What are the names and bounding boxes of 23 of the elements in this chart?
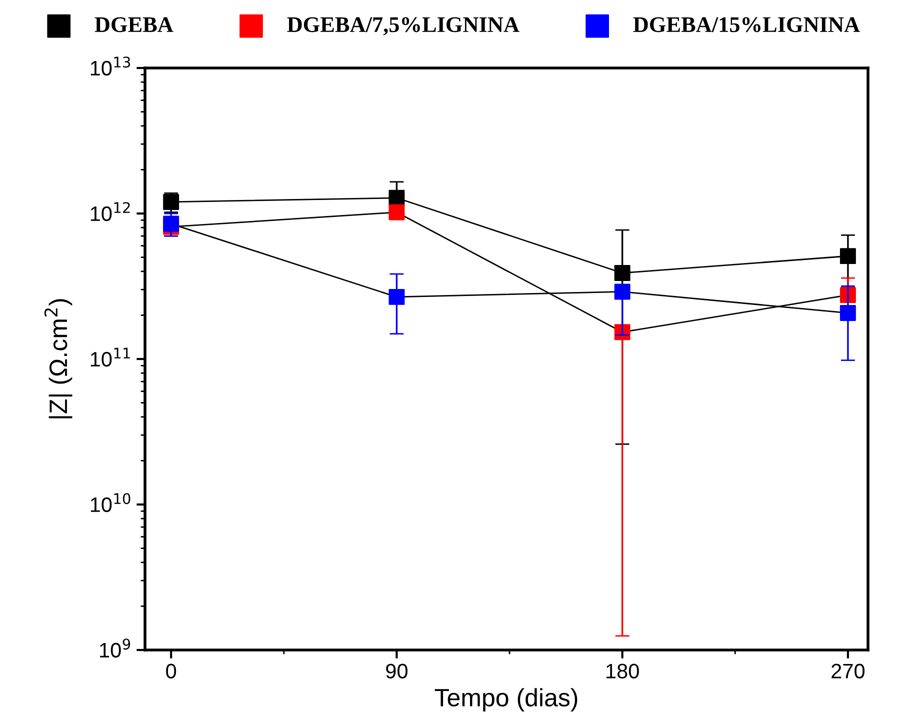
- point: [388, 288, 405, 305]
- y-tick-label: 10$^{12}$: [90, 202, 130, 222]
- legend-label: DGEBA/7,5%LIGNINA: [287, 17, 520, 36]
- point: [840, 305, 856, 322]
- point: [388, 204, 405, 220]
- point: [163, 216, 180, 232]
- y-axis-title: |Z| (Ω.cm$^{2}$): [44, 299, 72, 418]
- legend-label: DGEBA: [94, 17, 174, 32]
- point: [614, 284, 630, 300]
- x-axis-title: Tempo (dias): [434, 688, 578, 712]
- legend-label: DGEBA/15%LIGNINA: [633, 17, 860, 32]
- x-tick-label: 180: [606, 664, 639, 678]
- point: [614, 265, 630, 281]
- y-tick-label: 10$^{11}$: [90, 348, 130, 367]
- point: [163, 194, 180, 210]
- x-tick-label: 0: [166, 664, 176, 678]
- x-tick-label: 90: [386, 664, 408, 678]
- y-tick-label: 10$^{10}$: [90, 493, 130, 512]
- point: [388, 190, 405, 206]
- point: [840, 248, 856, 264]
- y-tick-label: 10$^{13}$: [90, 56, 130, 76]
- x-tick-label: 270: [832, 664, 865, 678]
- y-tick-label: 10$^{9}$: [100, 638, 130, 658]
